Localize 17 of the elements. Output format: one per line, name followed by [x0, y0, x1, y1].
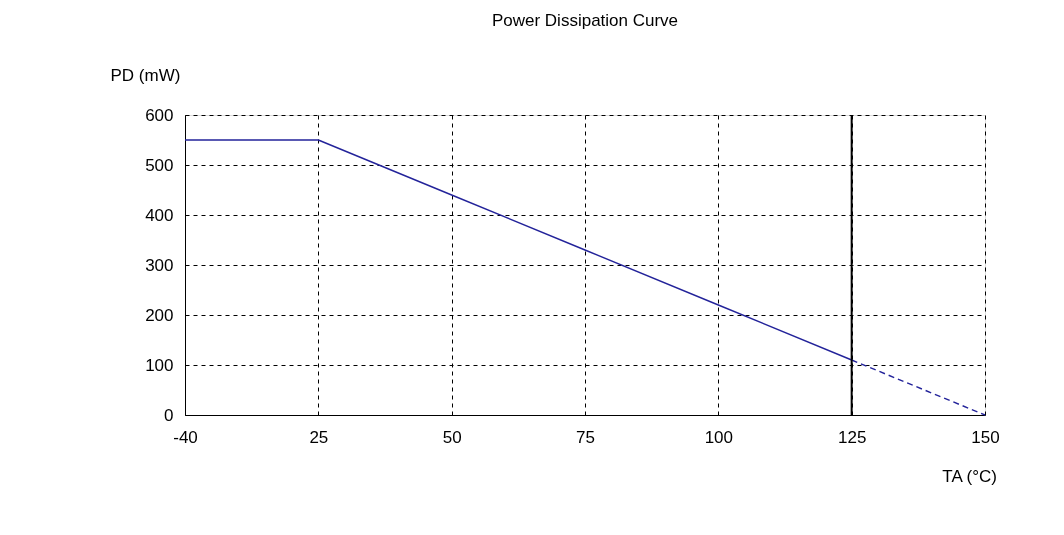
x-tick-label: 50 — [442, 427, 462, 447]
x-tick-label: 100 — [704, 427, 734, 447]
y-tick-label: 0 — [164, 405, 174, 425]
x-axis-title: TA (°C) — [942, 467, 997, 486]
y-axis-title: PD (mW) — [110, 65, 181, 85]
y-tick-label: 500 — [145, 155, 174, 175]
y-tick-label: 100 — [145, 355, 174, 375]
x-tick-label: 125 — [837, 427, 867, 447]
x-tick-label: 75 — [576, 427, 595, 447]
x-tick-label: 25 — [309, 427, 329, 447]
y-tick-label: 400 — [145, 205, 174, 225]
chart-title: Power Dissipation Curve — [491, 11, 679, 30]
y-tick-label: 200 — [145, 305, 174, 325]
x-tick-label: 150 — [971, 427, 1000, 447]
y-tick-label: 600 — [145, 105, 174, 125]
y-tick-label: 300 — [145, 255, 174, 275]
x-tick-label: -40 — [173, 427, 198, 447]
